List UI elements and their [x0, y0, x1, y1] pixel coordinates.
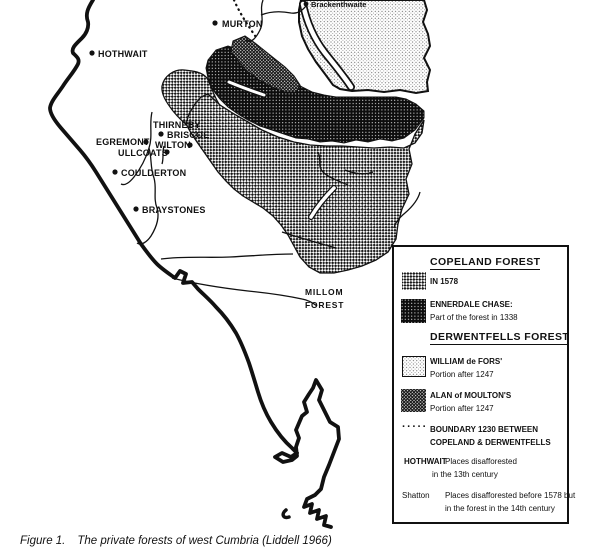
figure-caption: Figure 1. The private forests of west Cum…: [20, 535, 332, 547]
place-dot-ullcoats: [164, 149, 170, 155]
legend-symbol-dotted-boundary: ·····: [402, 421, 428, 433]
place-dots: [89, 1, 309, 212]
place-label-brackenthwaite: Brackenthwaite: [311, 0, 366, 9]
river-duddon: [393, 191, 421, 229]
estuary-line-north: [160, 253, 294, 260]
estuary-line-south: [171, 277, 318, 307]
road-brackenthwaite: [260, 5, 307, 16]
river-brackenthwaite: [245, 0, 264, 42]
place-dot-brackenthwaite: [303, 1, 309, 7]
figure-caption-number: Figure 1.: [20, 535, 66, 547]
place-dot-briscoe: [158, 131, 164, 137]
rivers: [120, 0, 421, 307]
legend-term-shatton: Shatton: [402, 491, 430, 500]
place-label-egremont: EGREMONT: [96, 137, 150, 147]
legend-label-ennerdale-1: ENNERDALE CHASE:: [430, 300, 513, 309]
legend-term-hothwait: HOTHWAIT: [404, 457, 447, 466]
lake-wast-water: [308, 185, 337, 220]
boundary-1230-dotted-line: [232, 0, 260, 42]
place-dot-murton: [212, 20, 218, 26]
legend-label-boundary-1: BOUNDARY 1230 BETWEEN: [430, 425, 539, 434]
legend-label-boundary-2: COPELAND & DERWENTFELLS: [430, 438, 551, 447]
legend-label-shatton-2: in the forest in the 14th century: [445, 504, 555, 513]
river-keekle: [161, 145, 165, 165]
place-dot-wilton: [187, 142, 193, 148]
legend-label-ennerdale-2: Part of the forest in 1338: [430, 313, 518, 322]
figure-caption-text: The private forests of west Cumbria (Lid…: [77, 535, 332, 547]
river-esk: [281, 231, 337, 249]
coastline-path: [48, 0, 341, 529]
place-label-braystones: BRAYSTONES: [142, 205, 206, 215]
legend-title-copeland: COPELAND FOREST: [430, 256, 541, 270]
legend-swatch-ennerdale: [401, 299, 426, 323]
place-dot-hothwait: [89, 50, 95, 56]
place-dot-egremont: [143, 139, 149, 145]
river-ehen-lower: [136, 147, 159, 245]
place-label-ullcoats: ULLCOATS: [118, 148, 168, 158]
place-label-hothwait: HOTHWAIT: [98, 49, 148, 59]
legend-label-in1578: IN 1578: [430, 277, 459, 286]
legend-swatch-fors: [402, 356, 426, 377]
coastline-hodbarrow-curl: [281, 508, 291, 520]
lakes-crummock-buttermere: [299, 0, 355, 91]
legend-label-fors-2: Portion after 1247: [430, 370, 494, 379]
legend-swatch-moulton: [401, 389, 426, 412]
river-irt: [317, 151, 349, 186]
legend-label-fors-1: WILLIAM de FORS': [430, 357, 503, 366]
forest-label-millom-line1: MILLOM: [305, 287, 343, 297]
region-fors: [298, 0, 432, 95]
place-label-thirneby: THIRNEBY: [153, 120, 201, 130]
place-label-murton: MURTON: [222, 19, 263, 29]
place-label-briscoe: BRISCOE: [167, 130, 209, 140]
legend-swatch-copeland-1578: [402, 272, 426, 290]
river-ehen-upper: [120, 111, 153, 186]
legend-label-hothwait-1: Places disafforested: [445, 457, 517, 466]
river-bleng: [344, 169, 374, 175]
place-label-coulderton: COULDERTON: [121, 168, 186, 178]
region-moulton: [230, 35, 301, 93]
legend-label-shatton-1: Places disafforested before 1578 but: [445, 491, 576, 500]
legend-label-moulton-1: ALAN of MOULTON'S: [430, 391, 512, 400]
place-dot-braystones: [133, 206, 139, 212]
legend-title-derwentfells: DERWENTFELLS FOREST: [430, 331, 570, 345]
legend-label-hothwait-2: in the 13th century: [432, 470, 498, 479]
legend-box: COPELAND FOREST IN 1578 ENNERDALE CHASE:…: [392, 245, 575, 524]
legend-label-moulton-2: Portion after 1247: [430, 404, 494, 413]
lake-ennerdale-water: [226, 79, 267, 98]
forest-label-millom-line2: FOREST: [305, 300, 344, 310]
place-dot-coulderton: [112, 169, 118, 175]
region-copeland-1578-main: [185, 93, 425, 274]
place-label-wilton: WILTON: [155, 140, 191, 150]
